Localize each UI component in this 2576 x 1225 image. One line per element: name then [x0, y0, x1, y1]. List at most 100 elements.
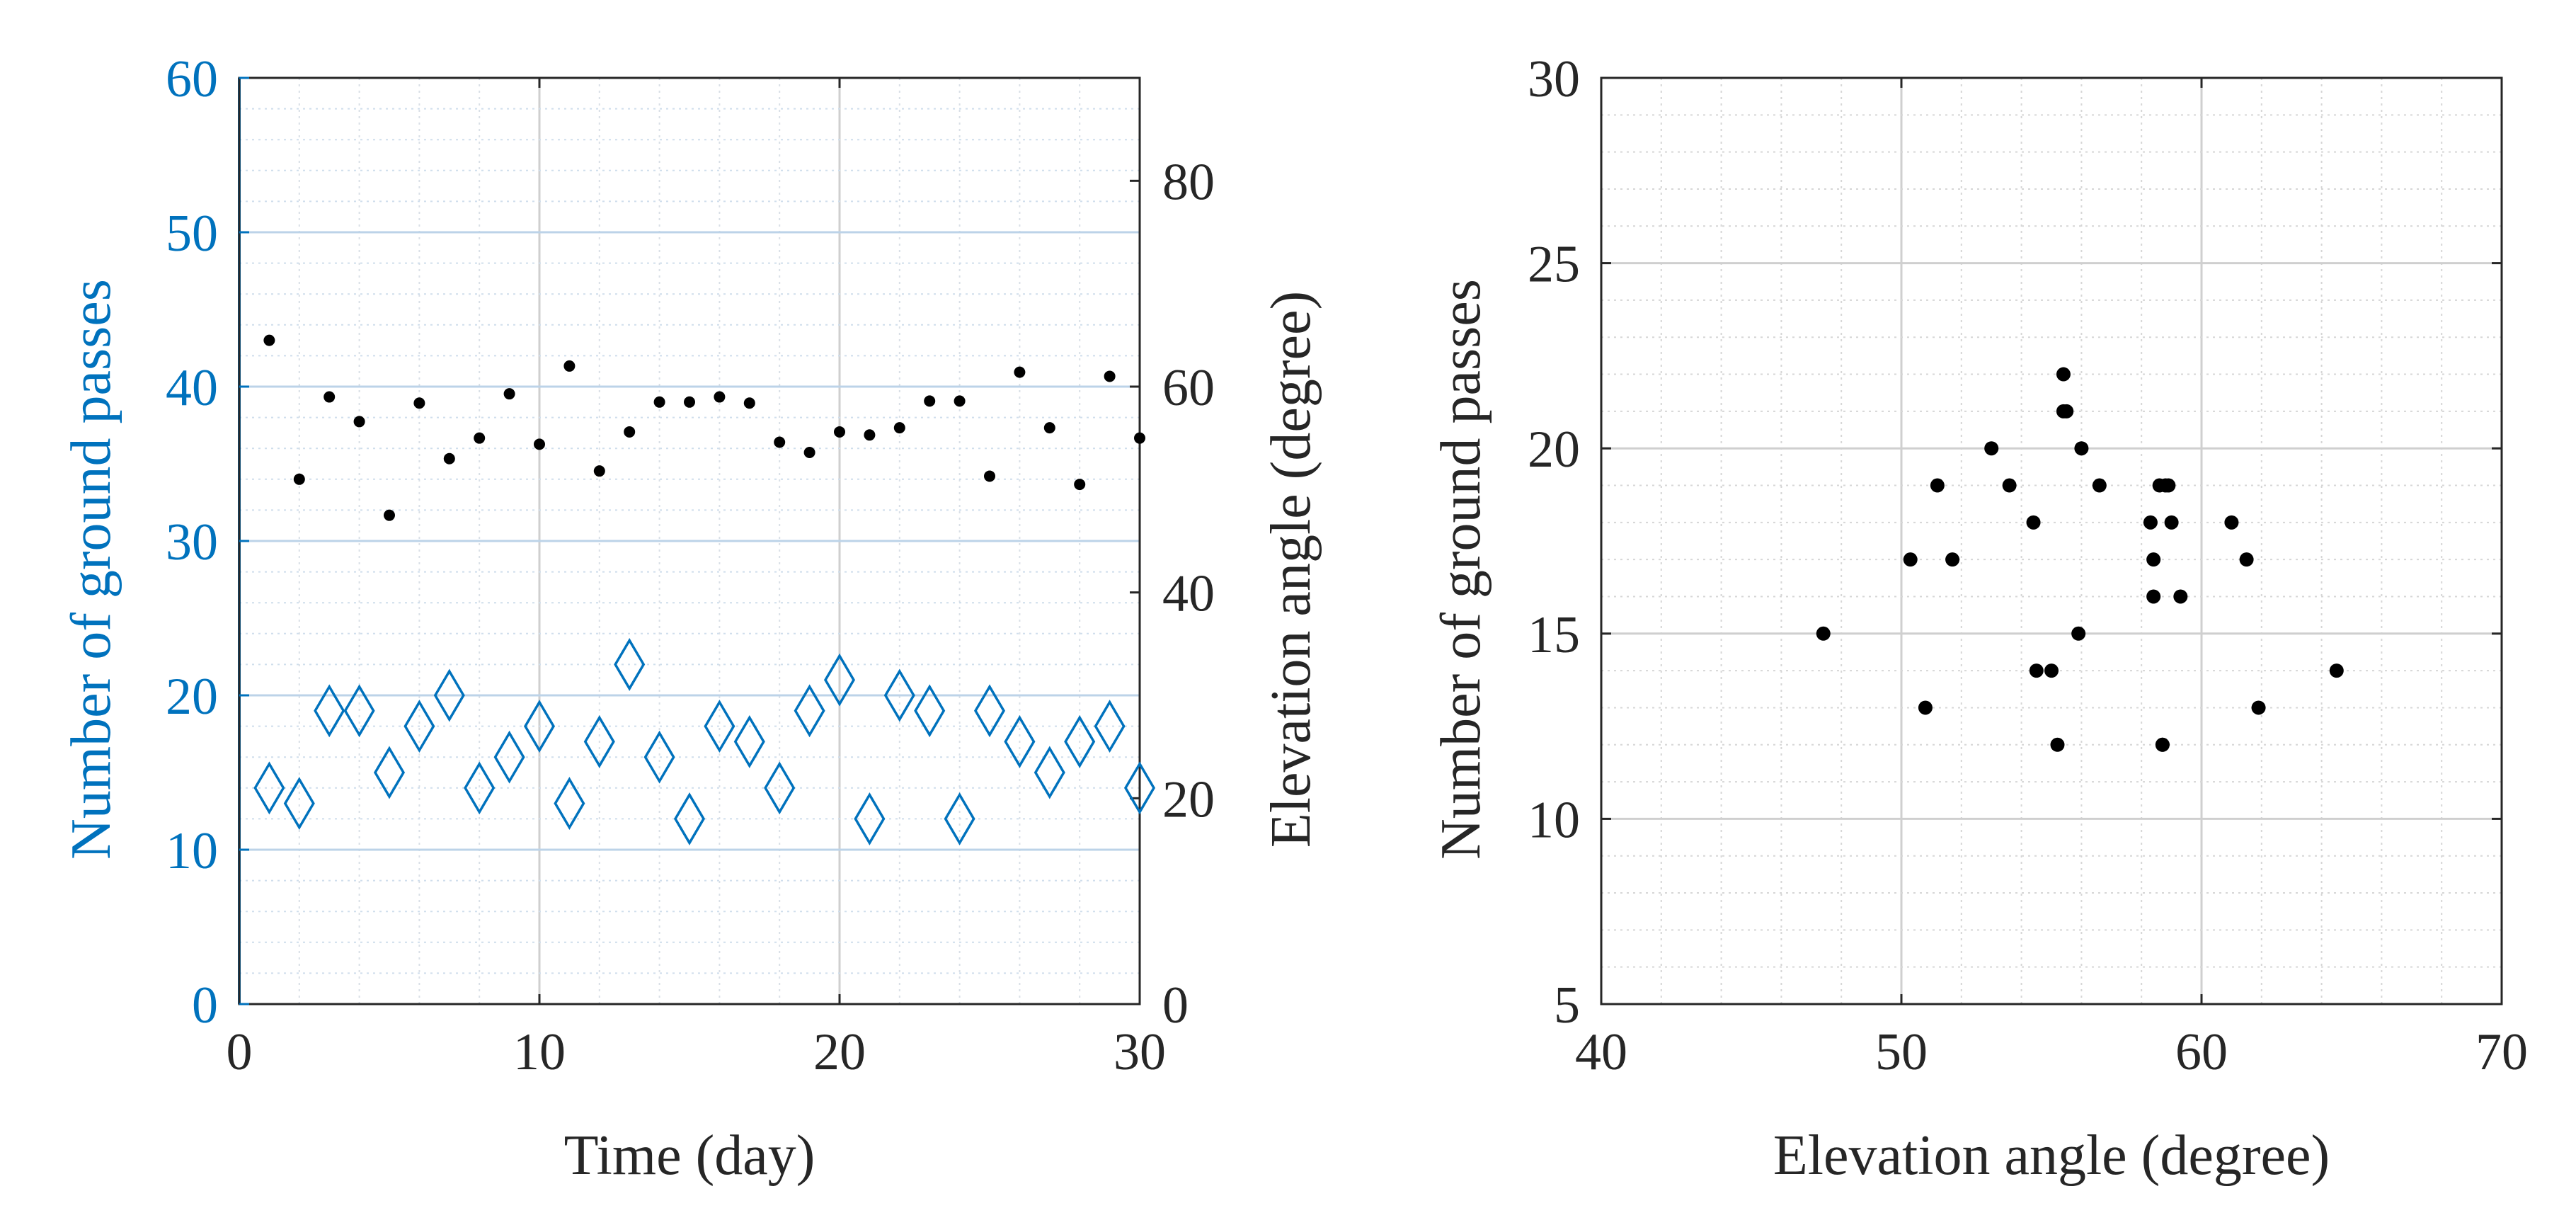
elevation-dot — [413, 397, 425, 409]
passes-vs-elevation-dot — [2251, 700, 2266, 715]
elevation-dot — [714, 391, 726, 403]
passes-vs-elevation-dot — [1930, 478, 1945, 493]
elevation-dot — [503, 388, 515, 400]
ground-pass-diamond — [914, 684, 946, 738]
passes-vs-elevation-dot — [2173, 589, 2188, 604]
y-tick-label-left: 20 — [166, 668, 218, 726]
passes-vs-elevation-dot — [1816, 626, 1831, 641]
y-tick-label-left: 0 — [192, 976, 218, 1035]
passes-vs-elevation-dot — [1918, 700, 1933, 715]
y-tick-label: 5 — [1554, 976, 1580, 1035]
passes-vs-elevation-dot — [2146, 589, 2161, 604]
elevation-dot — [443, 452, 455, 465]
left-panel-y-axis-label-left: Number of ground passes — [60, 279, 122, 860]
elevation-dot — [263, 334, 275, 346]
passes-vs-elevation-dot — [1945, 552, 1960, 567]
y-tick-label-left: 60 — [166, 50, 218, 108]
ground-pass-diamond — [373, 746, 406, 799]
y-tick-label-right: 80 — [1162, 153, 1215, 211]
ground-pass-diamond — [283, 777, 315, 831]
passes-vs-elevation-dot — [2074, 441, 2089, 456]
passes-vs-elevation-dot — [2146, 552, 2161, 567]
passes-vs-elevation-dot — [2050, 737, 2065, 752]
elevation-dot — [1074, 479, 1086, 491]
passes-vs-elevation-dot — [2224, 515, 2239, 530]
y-tick-label-right: 40 — [1162, 565, 1215, 623]
right-panel-y-axis-label: Number of ground passes — [1430, 279, 1492, 860]
passes-vs-elevation-dot — [2239, 552, 2254, 567]
elevation-dot — [293, 473, 305, 485]
elevation-dot — [1014, 366, 1026, 378]
y-tick-label-left: 10 — [166, 822, 218, 880]
ground-pass-diamond — [1123, 761, 1156, 815]
right-panel-frame — [1600, 76, 2503, 1005]
elevation-dot — [474, 432, 486, 444]
ground-pass-diamond — [403, 700, 435, 753]
ground-pass-diamond — [1094, 700, 1126, 753]
ground-pass-diamond — [673, 792, 706, 845]
passes-vs-elevation-dot — [2161, 478, 2176, 493]
left-panel-grid — [238, 76, 1141, 1005]
elevation-dot — [384, 509, 395, 521]
ground-pass-diamond — [704, 700, 735, 753]
y-tick-label-right: 20 — [1162, 770, 1215, 828]
ground-pass-diamond — [343, 684, 375, 738]
elevation-dot — [1134, 432, 1145, 444]
x-tick-label: 40 — [1575, 1023, 1627, 1081]
ground-pass-diamond — [643, 730, 675, 784]
elevation-dot — [893, 422, 905, 434]
y-tick-label: 30 — [1528, 50, 1580, 108]
ground-pass-diamond — [883, 668, 915, 722]
elevation-dot — [984, 470, 995, 482]
ground-pass-diamond — [944, 792, 975, 845]
left-panel-y-axis-label-right: Elevation angle (degree) — [1260, 291, 1322, 848]
elevation-dot — [624, 426, 636, 438]
ground-pass-diamond — [523, 700, 556, 753]
x-tick-label: 20 — [813, 1023, 866, 1081]
right-panel-tick-labels: 40 50 60 70 5 10 15 20 25 30 — [1528, 50, 2528, 1081]
ground-pass-diamond — [973, 684, 1006, 738]
elevation-dot — [1104, 370, 1116, 382]
ground-pass-diamond — [1064, 714, 1096, 768]
elevation-dot — [954, 395, 966, 407]
right-panel-marks — [1816, 367, 2344, 752]
elevation-dot — [353, 416, 365, 428]
ground-pass-diamond — [733, 714, 765, 768]
ground-pass-diamond — [1034, 746, 1065, 799]
passes-vs-elevation-dot — [2143, 515, 2158, 530]
x-tick-label: 30 — [1114, 1023, 1166, 1081]
ground-pass-diamond — [433, 668, 465, 722]
y-tick-label: 10 — [1528, 791, 1580, 849]
elevation-dot — [803, 447, 815, 459]
x-tick-label: 10 — [513, 1023, 566, 1081]
passes-vs-elevation-dot — [1903, 552, 1918, 567]
ground-pass-diamond — [794, 684, 825, 738]
ground-pass-diamond — [854, 792, 886, 845]
passes-vs-elevation-dot — [2056, 367, 2071, 382]
y-tick-label-right: 0 — [1162, 976, 1189, 1035]
elevation-dot — [1043, 422, 1055, 434]
passes-vs-elevation-dot — [2059, 404, 2074, 418]
x-tick-label: 60 — [2175, 1023, 2228, 1081]
ground-pass-diamond — [464, 761, 496, 815]
left-panel-x-axis-label: Time (day) — [564, 1124, 815, 1187]
y-tick-label-right: 60 — [1162, 359, 1215, 417]
y-tick-label: 20 — [1528, 421, 1580, 479]
ground-pass-diamond — [823, 653, 856, 707]
elevation-dot — [864, 429, 876, 441]
passes-vs-elevation-dot — [2071, 626, 2086, 641]
passes-vs-elevation-dot — [2002, 478, 2017, 493]
ground-pass-diamond — [764, 761, 796, 815]
right-panel-x-axis-label: Elevation angle (degree) — [1773, 1124, 2330, 1187]
left-panel-marks — [253, 334, 1156, 845]
elevation-dot — [534, 438, 545, 450]
passes-vs-elevation-dot — [2092, 478, 2107, 493]
x-tick-label: 50 — [1875, 1023, 1928, 1081]
ground-pass-diamond — [1004, 714, 1036, 768]
passes-vs-elevation-dot — [2329, 663, 2344, 678]
passes-vs-elevation-dot — [2164, 515, 2179, 530]
passes-vs-elevation-dot — [2155, 737, 2170, 752]
ground-pass-diamond — [554, 777, 585, 831]
